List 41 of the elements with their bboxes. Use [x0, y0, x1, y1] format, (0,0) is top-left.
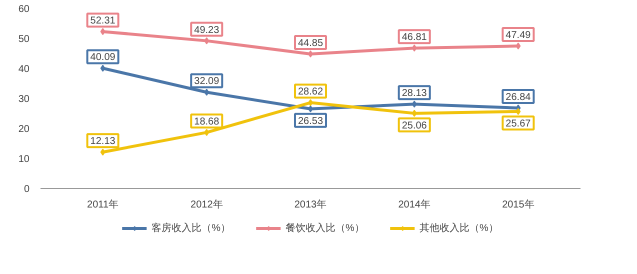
data-label: 26.53: [298, 116, 324, 127]
point: [204, 37, 210, 44]
legend-label: 其他收入比（%）: [419, 222, 498, 235]
data-label: 18.68: [194, 116, 220, 128]
y-tick-label: 50: [18, 34, 30, 45]
y-tick-label: 20: [18, 124, 30, 135]
point: [204, 88, 210, 96]
point: [100, 148, 106, 156]
y-tick-label: 10: [18, 154, 30, 165]
data-label: 28.13: [402, 88, 428, 100]
legend-label: 餐饮收入比（%）: [286, 222, 364, 235]
data-label: 40.09: [90, 52, 116, 64]
y-tick-label: 0: [24, 184, 30, 195]
point: [412, 44, 417, 52]
data-label: 47.49: [506, 30, 532, 42]
data-label: 25.67: [506, 118, 532, 130]
data-label: 28.62: [298, 86, 324, 98]
data-label: 25.06: [402, 120, 428, 132]
x-tick-label: 2011年: [87, 198, 119, 210]
x-tick-label: 2014年: [398, 198, 430, 210]
y-tick-label: 30: [18, 94, 30, 105]
y-tick-label: 40: [18, 64, 30, 75]
point: [100, 64, 106, 72]
x-tick-label: 2012年: [190, 198, 223, 210]
data-label: 49.23: [194, 24, 220, 36]
x-tick-label: 2013年: [294, 198, 327, 210]
y-tick-label: 60: [18, 4, 30, 15]
x-tick-label: 2015年: [502, 198, 534, 210]
data-label: 46.81: [402, 32, 428, 44]
point: [516, 42, 521, 50]
data-label: 44.85: [298, 38, 324, 49]
data-label: 32.09: [194, 76, 220, 88]
point: [412, 100, 417, 108]
point: [100, 28, 106, 36]
point: [516, 108, 521, 115]
data-label: 52.31: [90, 16, 116, 27]
point: [204, 128, 210, 136]
legend-label: 客房收入比（%）: [152, 222, 231, 235]
point: [412, 110, 417, 117]
data-label: 12.13: [90, 136, 116, 148]
data-label: 26.84: [506, 92, 532, 103]
